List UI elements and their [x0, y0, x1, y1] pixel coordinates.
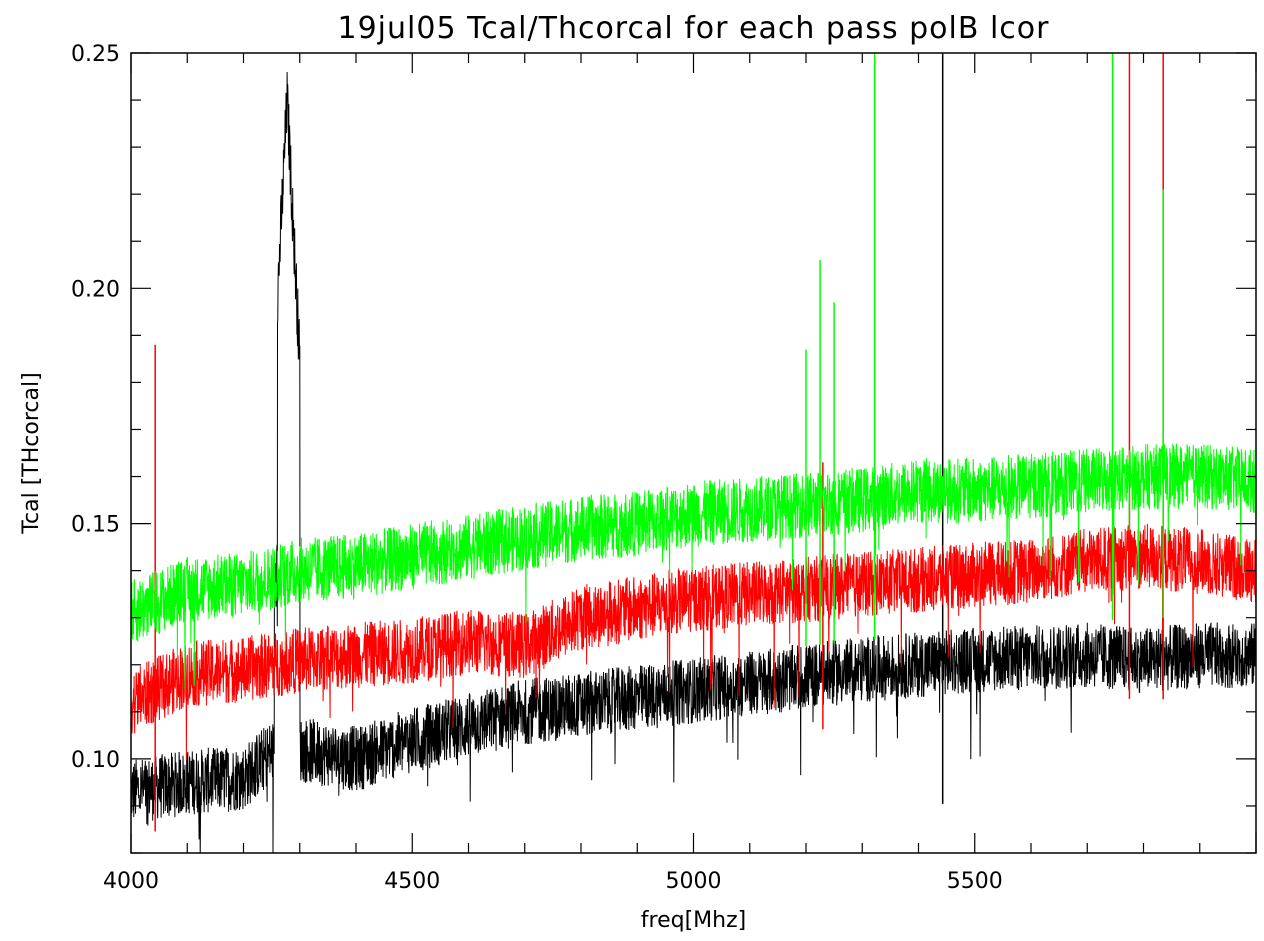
x-tick-label: 4500	[384, 869, 440, 894]
y-tick-label: 0.25	[71, 42, 120, 67]
series-line	[131, 523, 1256, 761]
series-line	[131, 442, 1256, 690]
y-tick-label: 0.20	[71, 277, 120, 302]
y-ticks: 0.10 0.15 0.20 0.25	[71, 42, 1256, 854]
series-0	[131, 53, 1256, 853]
x-tick-label: 5000	[666, 869, 722, 894]
x-ticks: 4000 4500 5000 5500	[103, 53, 1257, 894]
y-tick-label: 0.10	[71, 748, 120, 773]
y-axis-label: Tcal [THcorcal]	[19, 372, 44, 534]
x-tick-label: 5500	[947, 869, 1003, 894]
series-2	[131, 53, 1256, 690]
x-tick-label: 4000	[103, 869, 159, 894]
series-line	[131, 71, 1256, 853]
x-axis-label: freq[Mhz]	[641, 908, 746, 933]
y-tick-label: 0.15	[71, 513, 120, 538]
chart-title: 19jul05 Tcal/Thcorcal for each pass polB…	[338, 11, 1050, 46]
series-layer	[131, 53, 1256, 853]
